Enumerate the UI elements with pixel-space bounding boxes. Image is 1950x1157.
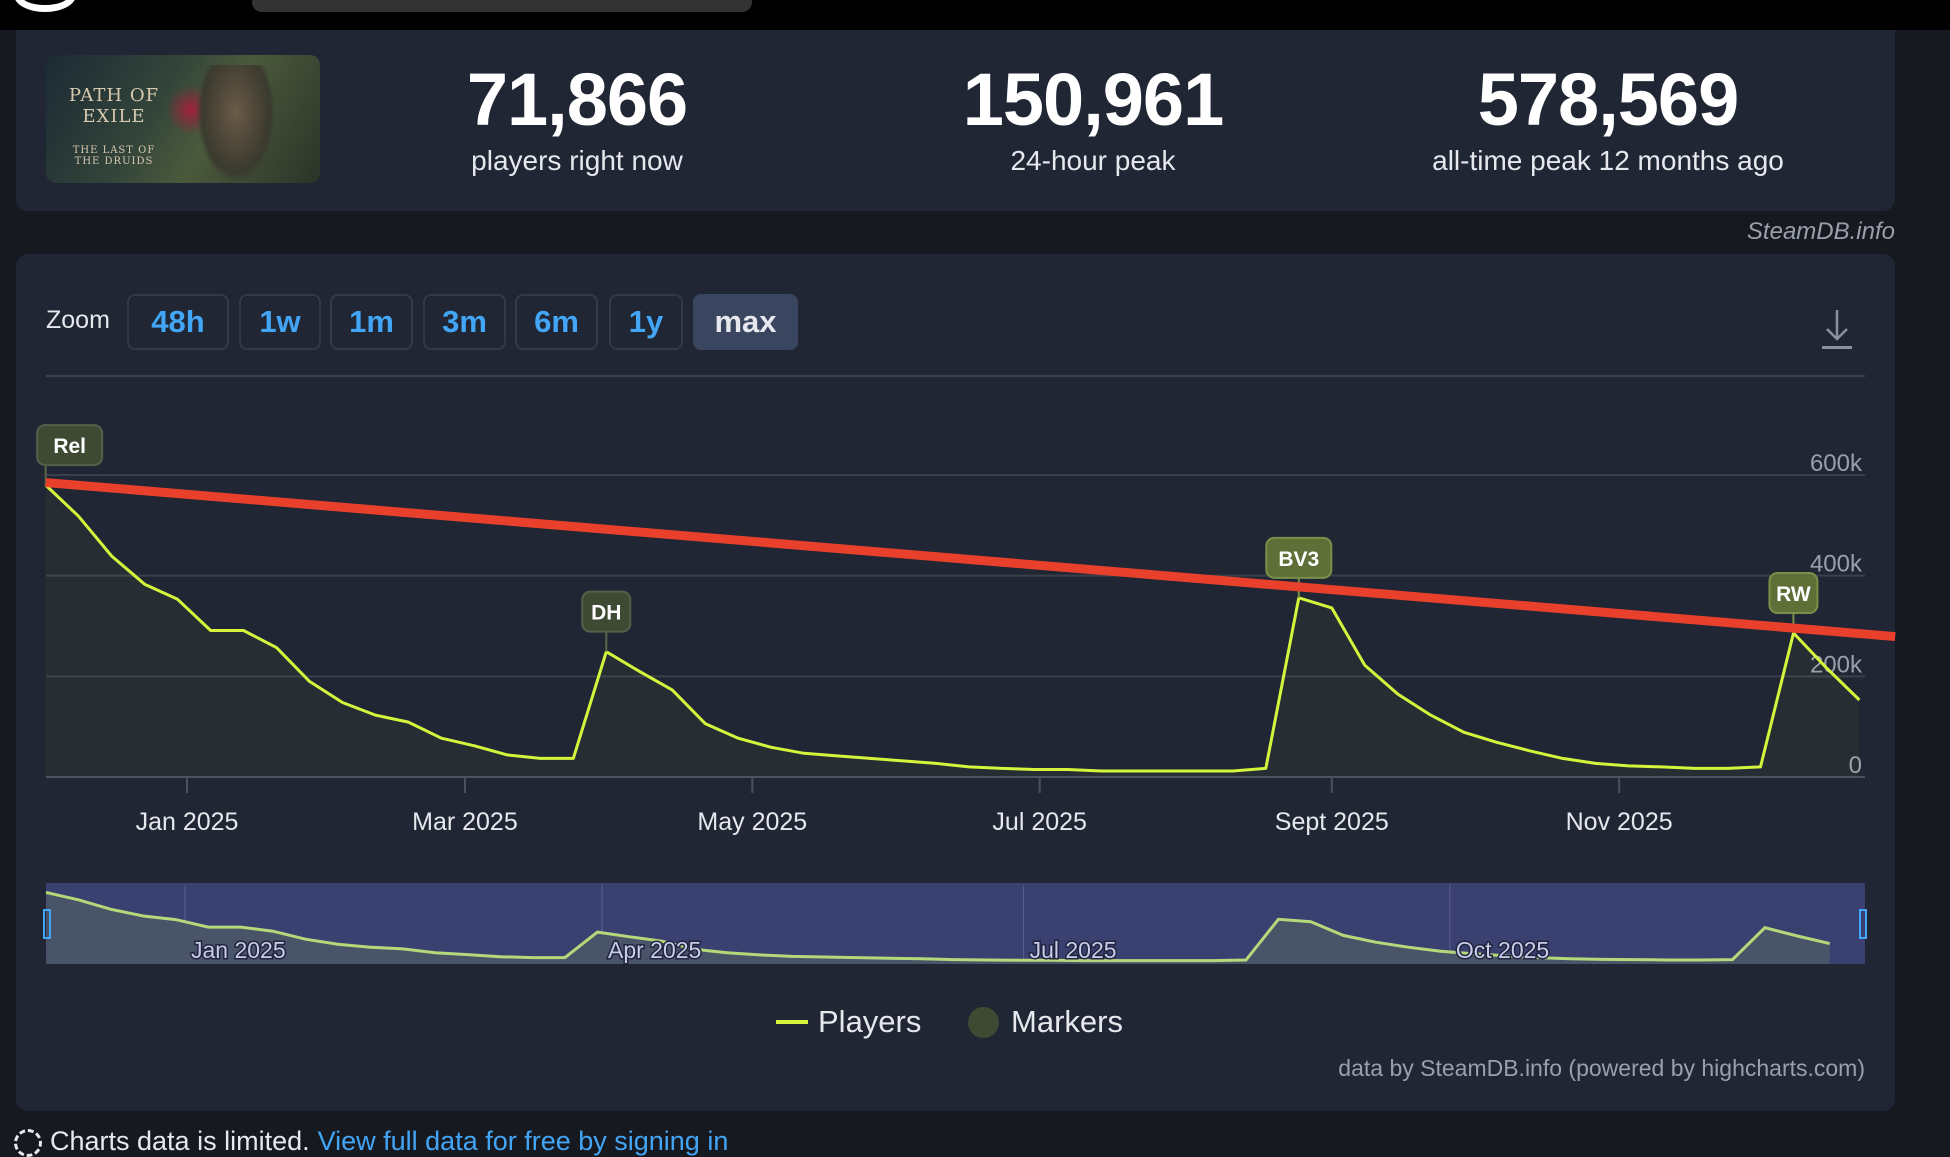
highcharts-credit[interactable]: data by SteamDB.info (powered by highcha… bbox=[1338, 1055, 1865, 1081]
zoom-1y-button[interactable]: 1y bbox=[609, 294, 683, 350]
chart-panel bbox=[16, 254, 1895, 1111]
marker-dot-icon bbox=[968, 1006, 999, 1038]
navigator-line bbox=[45, 890, 1831, 963]
data-limited-notice: Charts data is limited. View full data fo… bbox=[14, 1126, 728, 1157]
cover-subtitle: THE LAST OF THE DRUIDS bbox=[72, 145, 156, 167]
toolbar-divider bbox=[46, 375, 1865, 377]
steamdb-watermark: SteamDB.info bbox=[1746, 218, 1895, 245]
navigator-left-handle[interactable] bbox=[43, 909, 51, 939]
stat-label: 24-hour peak bbox=[1010, 145, 1176, 176]
stats-panel: PATH OF EXILE THE LAST OF THE DRUIDS 71,… bbox=[16, 30, 1895, 211]
top-nav-bar bbox=[0, 0, 1950, 30]
navigator-right-handle[interactable] bbox=[1859, 909, 1867, 939]
zoom-3m-button[interactable]: 3m bbox=[423, 294, 506, 350]
navigator-tick-label: Jul 2025 bbox=[1030, 937, 1117, 963]
game-cover-image: PATH OF EXILE THE LAST OF THE DRUIDS bbox=[46, 55, 320, 183]
sign-in-link[interactable]: View full data for free by signing in bbox=[317, 1126, 729, 1156]
legend-markers-label: Markers bbox=[1011, 1004, 1123, 1039]
stat-current: 71,866 players right now bbox=[327, 63, 827, 177]
zoom-label: Zoom bbox=[46, 306, 110, 334]
zoom-48h-button[interactable]: 48h bbox=[127, 294, 229, 350]
stat-label: all-time peak 12 months ago bbox=[1432, 145, 1784, 176]
navigator-area bbox=[46, 892, 1830, 964]
search-input[interactable] bbox=[252, 0, 752, 12]
stat-value: 150,961 bbox=[962, 58, 1225, 141]
site-logo[interactable] bbox=[14, 0, 76, 12]
legend-players[interactable]: Players bbox=[776, 1004, 921, 1040]
stat-value: 71,866 bbox=[466, 58, 688, 141]
stat-label: players right now bbox=[471, 145, 683, 176]
download-icon[interactable] bbox=[1822, 308, 1852, 352]
loading-icon bbox=[14, 1128, 42, 1157]
navigator-tick-label: Apr 2025 bbox=[608, 937, 701, 963]
stat-24h-peak: 150,961 24-hour peak bbox=[843, 63, 1343, 177]
navigator-tick-label: Jan 2025 bbox=[191, 937, 286, 963]
limited-text: Charts data is limited. bbox=[50, 1126, 310, 1156]
players-line-icon bbox=[776, 1020, 808, 1024]
zoom-max-button[interactable]: max bbox=[693, 294, 798, 350]
zoom-6m-button[interactable]: 6m bbox=[515, 294, 598, 350]
zoom-1w-button[interactable]: 1w bbox=[239, 294, 321, 350]
zoom-1m-button[interactable]: 1m bbox=[330, 294, 413, 350]
stat-all-time-peak: 578,569 all-time peak 12 months ago bbox=[1358, 63, 1858, 177]
navigator-tick-label: Oct 2025 bbox=[1456, 937, 1549, 963]
cover-title: PATH OF EXILE bbox=[68, 85, 160, 127]
legend-markers[interactable]: Markers bbox=[968, 1004, 1123, 1040]
legend-players-label: Players bbox=[818, 1004, 922, 1039]
stat-value: 578,569 bbox=[1477, 58, 1740, 141]
